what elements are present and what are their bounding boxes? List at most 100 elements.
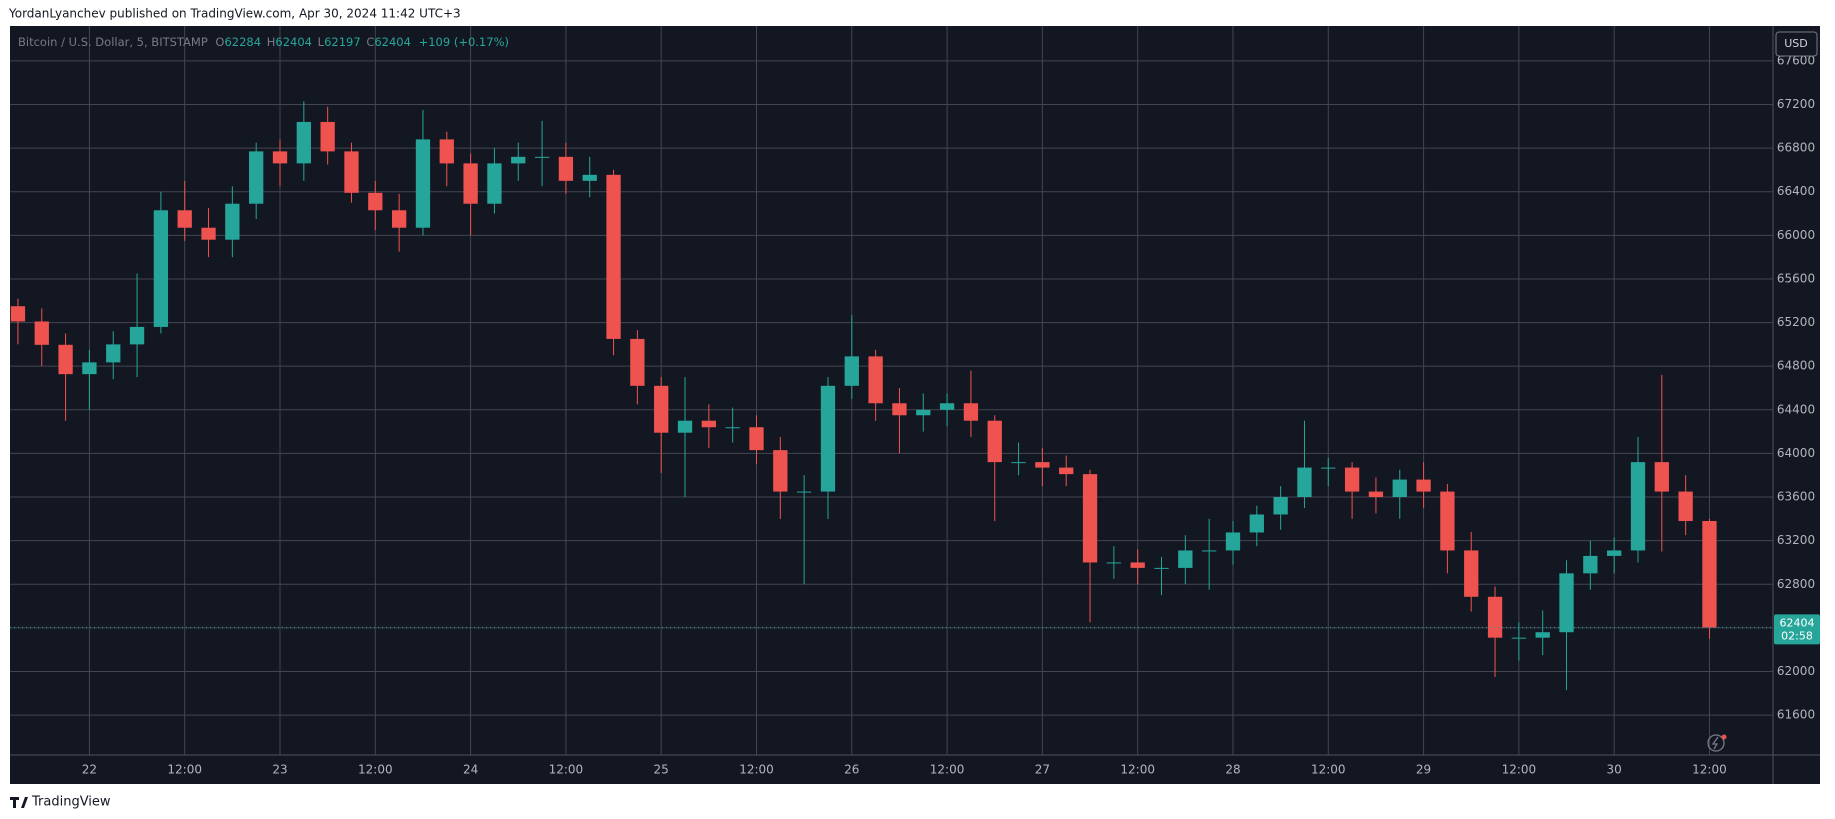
legend: Bitcoin / U.S. Dollar, 5, BITSTAMP O6228…: [18, 35, 509, 49]
candle-body: [1154, 567, 1169, 569]
candle-body: [344, 151, 359, 193]
y-tick-label: 66800: [1777, 141, 1815, 155]
axes: 6160062000624006280063200636006400064400…: [10, 53, 1820, 777]
candle-body: [272, 151, 288, 164]
alert-icon[interactable]: [1707, 734, 1727, 752]
ohlc-value: 62404: [374, 35, 411, 49]
candle-body: [1392, 479, 1407, 498]
candle-body: [1630, 462, 1646, 551]
x-tick-label: 26: [844, 763, 859, 777]
candle-body: [1344, 467, 1360, 492]
candle-body: [34, 321, 49, 345]
y-tick-label: 67200: [1777, 97, 1815, 111]
candle-body: [58, 344, 73, 375]
y-tick-label: 66000: [1777, 228, 1815, 242]
candle-body: [511, 156, 526, 164]
ohlc-label: C: [366, 35, 374, 49]
x-tick-label: 12:00: [1502, 763, 1537, 777]
x-tick-label: 25: [654, 763, 669, 777]
candle-body: [1202, 550, 1217, 552]
candle-body: [558, 156, 574, 181]
candle-body: [1440, 491, 1455, 551]
candle-body: [773, 450, 788, 492]
candle-body: [844, 356, 859, 386]
candle-body: [868, 356, 883, 404]
candle-body: [701, 420, 716, 428]
currency-button[interactable]: [1775, 31, 1818, 57]
x-tick-label: 24: [463, 763, 478, 777]
x-tick-label: 12:00: [1311, 763, 1346, 777]
candle-body: [487, 163, 502, 204]
candle-body: [916, 409, 931, 416]
candle-body: [749, 427, 764, 451]
last-price-label: 62404: [1780, 616, 1815, 629]
candle-body: [1249, 514, 1264, 533]
change: +109 (+0.17%): [419, 35, 509, 49]
candle-body: [1535, 632, 1550, 638]
candle-body: [1511, 637, 1527, 639]
candles: [10, 101, 1717, 691]
candle-body: [1654, 462, 1669, 492]
y-tick-label: 66400: [1777, 184, 1815, 198]
candle-body: [1416, 479, 1431, 492]
y-tick-label: 65200: [1777, 315, 1815, 329]
x-tick-label: 30: [1607, 763, 1622, 777]
y-tick-label: 62000: [1777, 664, 1815, 678]
candle-body: [106, 344, 121, 363]
candle-body: [1678, 491, 1693, 522]
x-tick-label: 12:00: [739, 763, 774, 777]
candle-body: [654, 385, 669, 433]
candle-body: [534, 156, 550, 158]
x-tick-label: 12:00: [358, 763, 393, 777]
x-tick-label: 12:00: [549, 763, 584, 777]
ohlc-value: 62284: [224, 35, 261, 49]
candle-body: [391, 210, 407, 228]
last-price-box: [1774, 614, 1820, 645]
x-tick-label: 23: [272, 763, 287, 777]
ohlc-label: H: [267, 35, 276, 49]
y-tick-label: 62800: [1777, 577, 1815, 591]
x-tick-label: 22: [82, 763, 97, 777]
ohlc-label: L: [318, 35, 325, 49]
candle-body: [1368, 491, 1384, 498]
candle-body: [153, 210, 169, 327]
candle-body: [1106, 562, 1122, 564]
candle-body: [463, 163, 478, 204]
candle-body: [796, 491, 812, 493]
candle-body: [963, 403, 979, 421]
candle-body: [1011, 462, 1026, 464]
publish-header: YordanLyanchev published on TradingView.…: [8, 7, 461, 21]
candle-body: [1607, 550, 1622, 556]
x-tick-label: 12:00: [1692, 763, 1727, 777]
candle-body: [1059, 467, 1074, 475]
x-tick-label: 27: [1035, 763, 1050, 777]
candle-body: [10, 306, 26, 322]
candle-body: [820, 385, 836, 492]
candle-body: [939, 403, 955, 410]
y-tick-label: 64400: [1777, 402, 1815, 416]
candle-body: [129, 326, 145, 345]
y-tick-label: 63600: [1777, 490, 1815, 504]
candle-body: [368, 192, 383, 211]
candle-body: [1297, 467, 1312, 498]
currency-label[interactable]: USD: [1784, 37, 1808, 50]
x-tick-label: 12:00: [930, 763, 965, 777]
candle-body: [725, 427, 740, 429]
candle-body: [1225, 532, 1241, 551]
candle-body: [225, 203, 240, 240]
y-tick-label: 67600: [1777, 53, 1815, 67]
candle-body: [987, 420, 1002, 463]
candle-body: [892, 403, 907, 416]
candle-body: [1130, 562, 1145, 568]
x-tick-label: 12:00: [167, 763, 202, 777]
candle-body: [1178, 550, 1193, 568]
candle-body: [177, 210, 192, 228]
ohlc-label: O: [215, 35, 224, 49]
candle-body: [296, 121, 311, 164]
x-tick-label: 12:00: [1120, 763, 1155, 777]
y-tick-label: 61600: [1777, 708, 1815, 722]
footer-brand: TradingView: [31, 795, 111, 810]
candle-body: [1487, 596, 1503, 638]
ohlc-value: 62197: [324, 35, 361, 49]
